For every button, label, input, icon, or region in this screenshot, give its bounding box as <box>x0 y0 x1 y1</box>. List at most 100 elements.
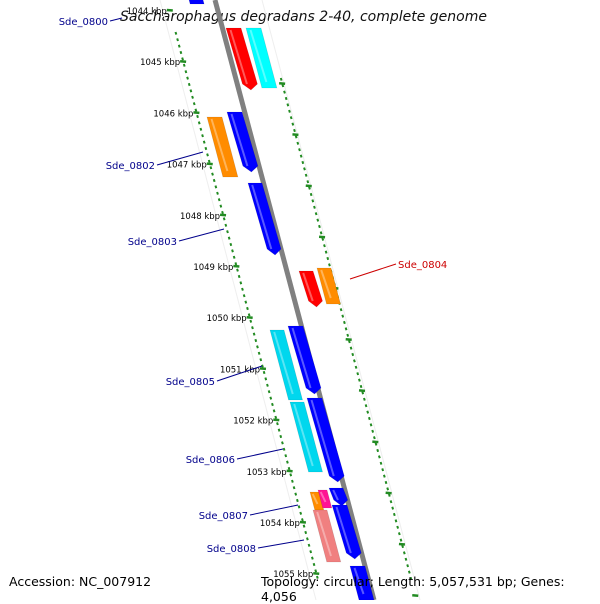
tick-dot <box>307 543 311 547</box>
gene-feature-shade <box>310 399 335 477</box>
tick-dot <box>289 473 293 477</box>
tick-dot <box>256 345 259 349</box>
major-tick <box>313 571 320 575</box>
tick-label: 1054 kbp <box>260 519 300 529</box>
gene-label-sde-0806[interactable]: Sde_0806 <box>186 455 235 466</box>
gene-label-sde-0807[interactable]: Sde_0807 <box>199 511 248 522</box>
gene-feature-shade <box>311 493 319 505</box>
gene-feature <box>317 489 333 509</box>
tick-dot <box>366 410 370 414</box>
tick-dot <box>254 338 258 343</box>
tick-dot <box>186 76 189 80</box>
tick-dot <box>387 493 391 497</box>
gene-label-sde-0803[interactable]: Sde_0803 <box>128 237 177 248</box>
major-tick <box>233 264 240 268</box>
tick-dot <box>294 492 298 496</box>
tick-dot <box>351 352 355 357</box>
gene-feature-shade <box>320 269 332 299</box>
gene-feature <box>287 325 322 395</box>
tick-dot <box>239 281 243 285</box>
tick-label: 1048 kbp <box>180 212 220 222</box>
major-tick <box>358 389 366 393</box>
tick-dot <box>294 135 298 139</box>
gene-leader-line <box>216 365 263 382</box>
gene-feature <box>226 111 259 173</box>
tick-dot <box>231 249 234 253</box>
tick-dot <box>364 404 368 408</box>
tick-dot <box>409 576 413 581</box>
tick-dot <box>174 31 178 35</box>
tick-dot <box>177 44 181 48</box>
tick-dot <box>356 372 360 376</box>
tick-dot <box>196 114 199 119</box>
major-tick <box>286 469 293 473</box>
tick-dot <box>262 370 266 375</box>
tick-dot <box>314 212 318 216</box>
tick-dot <box>368 416 371 421</box>
tick-dot <box>274 415 278 419</box>
tick-dot <box>374 442 378 446</box>
tick-dot <box>379 461 383 465</box>
tick-dot <box>212 178 216 183</box>
tick-dot <box>279 434 283 439</box>
gene-leader-line <box>257 539 305 549</box>
tick-label: 1053 kbp <box>247 468 287 478</box>
major-tick <box>180 59 187 63</box>
gene-feature <box>247 182 282 256</box>
gene-feature-shade <box>293 403 314 467</box>
tick-dot <box>394 519 398 523</box>
tick-dot <box>296 141 300 145</box>
genome-backbone <box>212 0 377 600</box>
tick-dot <box>378 455 381 459</box>
tick-label: 1047 kbp <box>167 161 207 171</box>
gene-feature-shade <box>319 491 327 503</box>
tick-dot <box>382 474 386 478</box>
tick-dot <box>324 250 328 254</box>
tick-dot <box>301 518 304 522</box>
tick-dot <box>219 204 223 208</box>
major-tick <box>385 491 392 495</box>
tick-dot <box>371 429 375 433</box>
gene-label-sde-0800[interactable]: Sde_0800 <box>59 17 108 28</box>
tick-dot <box>406 564 409 568</box>
tick-dot <box>281 84 285 88</box>
tick-dot <box>286 103 290 107</box>
tick-dot <box>328 263 331 267</box>
tick-dot <box>271 402 274 407</box>
tick-dot <box>206 153 209 157</box>
tick-dot <box>244 300 248 304</box>
tick-dot <box>389 500 393 504</box>
gene-feature <box>328 487 349 507</box>
gene-leader-line <box>349 263 397 280</box>
tick-dot <box>363 397 366 401</box>
tick-dot <box>354 365 358 369</box>
gene-label-sde-0804[interactable]: Sde_0804 <box>398 260 447 271</box>
major-tick <box>318 235 326 239</box>
tick-dot <box>202 140 206 144</box>
tick-dot <box>297 505 301 509</box>
gene-feature-shade <box>230 113 249 167</box>
major-tick <box>206 162 213 166</box>
accession-label: Accession: NC_007912 <box>9 574 152 589</box>
gene-leader-line <box>178 228 225 242</box>
gene-label-sde-0805[interactable]: Sde_0805 <box>166 377 215 388</box>
tick-dot <box>293 128 296 133</box>
tick-dot <box>207 159 211 163</box>
gene-label-sde-0808[interactable]: Sde_0808 <box>207 544 256 555</box>
tick-dot <box>312 562 316 567</box>
tick-dot <box>189 89 193 93</box>
tick-dot <box>288 109 291 113</box>
tick-label: 1045 kbp <box>140 58 180 68</box>
tick-dot <box>191 95 194 99</box>
tick-dot <box>246 306 249 311</box>
major-tick <box>219 213 227 217</box>
tick-dot <box>326 256 330 261</box>
tick-label: 1050 kbp <box>207 314 247 324</box>
tick-dot <box>252 332 256 336</box>
tick-dot <box>217 198 221 202</box>
gene-label-sde-0802[interactable]: Sde_0802 <box>106 161 155 172</box>
tick-dot <box>259 358 263 362</box>
tick-dot <box>214 185 218 189</box>
tick-dot <box>392 512 396 517</box>
tick-dot <box>291 479 294 483</box>
